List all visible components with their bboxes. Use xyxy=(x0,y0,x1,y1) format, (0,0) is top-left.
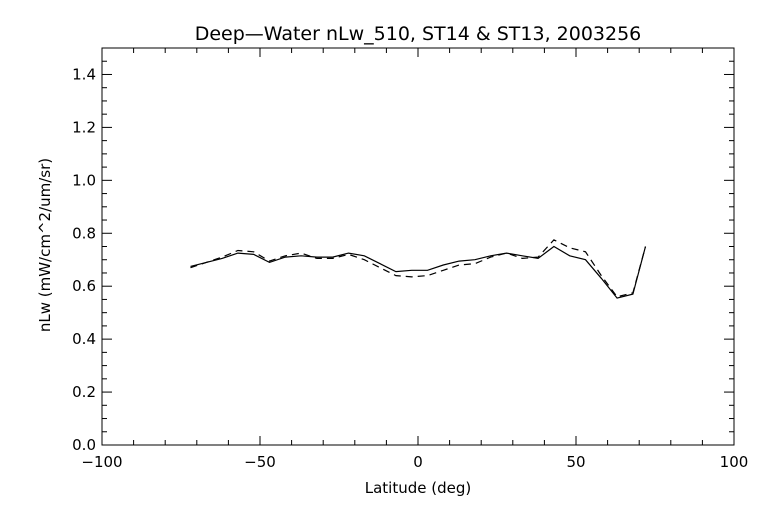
y-tick-label: 0.0 xyxy=(72,436,96,454)
x-tick-label: 0 xyxy=(413,453,423,471)
y-tick-label: 0.8 xyxy=(72,224,96,242)
y-axis-label: nLw (mW/cm^2/um/sr) xyxy=(36,158,54,332)
x-tick-label: −100 xyxy=(81,453,122,471)
y-tick-label: 1.4 xyxy=(72,65,96,83)
y-tick-label: 1.0 xyxy=(72,171,96,189)
y-tick-label: 0.4 xyxy=(72,330,96,348)
series-layer xyxy=(190,239,647,299)
plot-frame xyxy=(101,47,735,446)
chart-title: Deep—Water nLw_510, ST14 & ST13, 2003256 xyxy=(195,23,642,45)
y-tick-label: 0.6 xyxy=(72,277,96,295)
x-tick-label: 50 xyxy=(566,453,585,471)
series-line-solid xyxy=(190,245,647,299)
x-tick-label: −50 xyxy=(244,453,276,471)
series-line-dashed xyxy=(190,239,647,298)
x-tick-label: 100 xyxy=(720,453,749,471)
x-tick-labels: −100 −50 0 50 100 xyxy=(81,453,748,471)
y-tick-labels: 0.0 0.2 0.4 0.6 0.8 1.0 1.2 1.4 xyxy=(72,65,96,454)
y-tick-label: 1.2 xyxy=(72,118,96,136)
axis-ticks xyxy=(101,47,735,446)
y-tick-label: 0.2 xyxy=(72,383,96,401)
x-axis-label: Latitude (deg) xyxy=(365,479,471,497)
